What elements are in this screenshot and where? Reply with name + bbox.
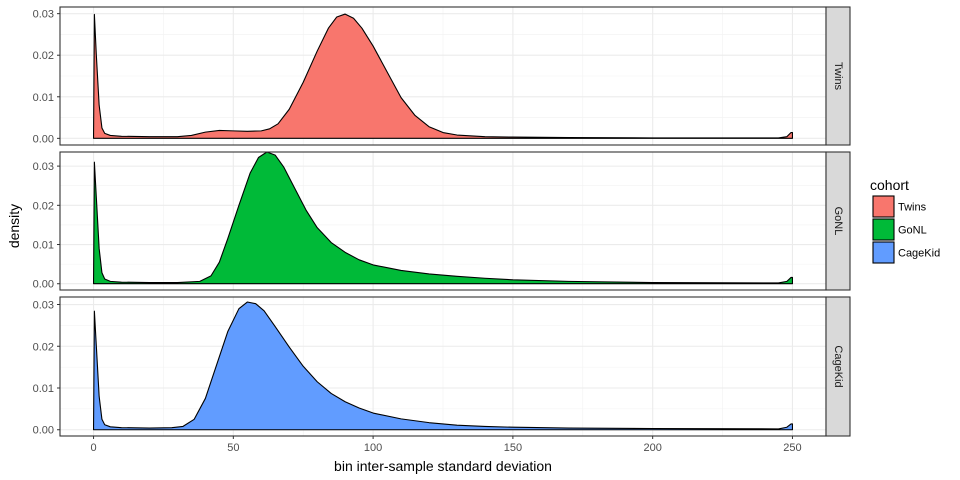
legend-key-gonl [872,218,895,241]
facet-strip [825,296,851,437]
y-tick-label: 0.01 [33,240,54,252]
legend-label-cagekid: CageKid [898,248,940,260]
x-tick-label: 150 [504,442,522,454]
facet-label-cagekid: CageKid [832,345,844,387]
y-tick-label: 0.00 [33,133,54,145]
facet-strip [825,6,851,146]
density-area-gonl [93,151,793,285]
y-tick-label: 0.02 [33,50,54,62]
facet-panel-twins: 0.00 0.01 0.02 0.03 Twins [33,6,851,146]
facet-panel-gonl: 0.00 0.01 0.02 0.03 GoNL [33,151,851,291]
legend-key-twins [872,195,895,218]
x-axis-title: bin inter-sample standard deviation [334,458,552,474]
y-axis-title: density [6,204,22,248]
y-tick-label: 0.02 [33,341,54,353]
x-tick-label: 250 [783,442,801,454]
facet-panel-cagekid: 0.00 0.01 0.02 0.03 CageKid [33,296,851,437]
density-area-twins [93,13,793,139]
facet-panels: 0.00 0.01 0.02 0.03 Twins 0.00 0.01 0.02 0.03 GoN… [33,6,851,437]
legend: cohort Twins GoNL CageKid [870,177,940,264]
legend-key-cagekid [872,241,895,264]
legend-title: cohort [870,177,909,193]
y-tick-label: 0.03 [33,300,54,312]
y-tick-label: 0.03 [33,9,54,21]
density-area-cagekid [93,301,793,431]
y-tick-label: 0.03 [33,161,54,173]
x-tick-label: 200 [643,442,661,454]
x-tick-label: 50 [227,442,239,454]
y-tick-label: 0.01 [33,383,54,395]
x-tick-label: 0 [90,442,96,454]
y-tick-label: 0.02 [33,200,54,212]
facet-label-twins: Twins [832,62,844,91]
y-tick-label: 0.01 [33,92,54,104]
legend-label-gonl: GoNL [898,225,927,237]
y-tick-label: 0.00 [33,425,54,437]
facet-strip [825,151,851,291]
facet-label-gonl: GoNL [832,207,844,236]
y-tick-label: 0.00 [33,279,54,291]
x-tick-label: 100 [364,442,382,454]
legend-label-twins: Twins [898,202,927,214]
x-axis: 0 50 100 150 200 250 [90,436,802,454]
